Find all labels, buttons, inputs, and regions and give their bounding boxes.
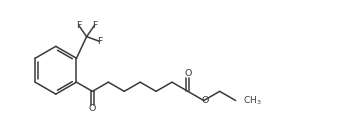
Text: O: O [201, 96, 208, 105]
Text: F: F [76, 21, 81, 30]
Text: CH$_3$: CH$_3$ [243, 94, 262, 107]
Text: O: O [184, 69, 192, 78]
Text: F: F [92, 21, 97, 30]
Text: O: O [89, 104, 96, 113]
Text: F: F [97, 37, 102, 46]
